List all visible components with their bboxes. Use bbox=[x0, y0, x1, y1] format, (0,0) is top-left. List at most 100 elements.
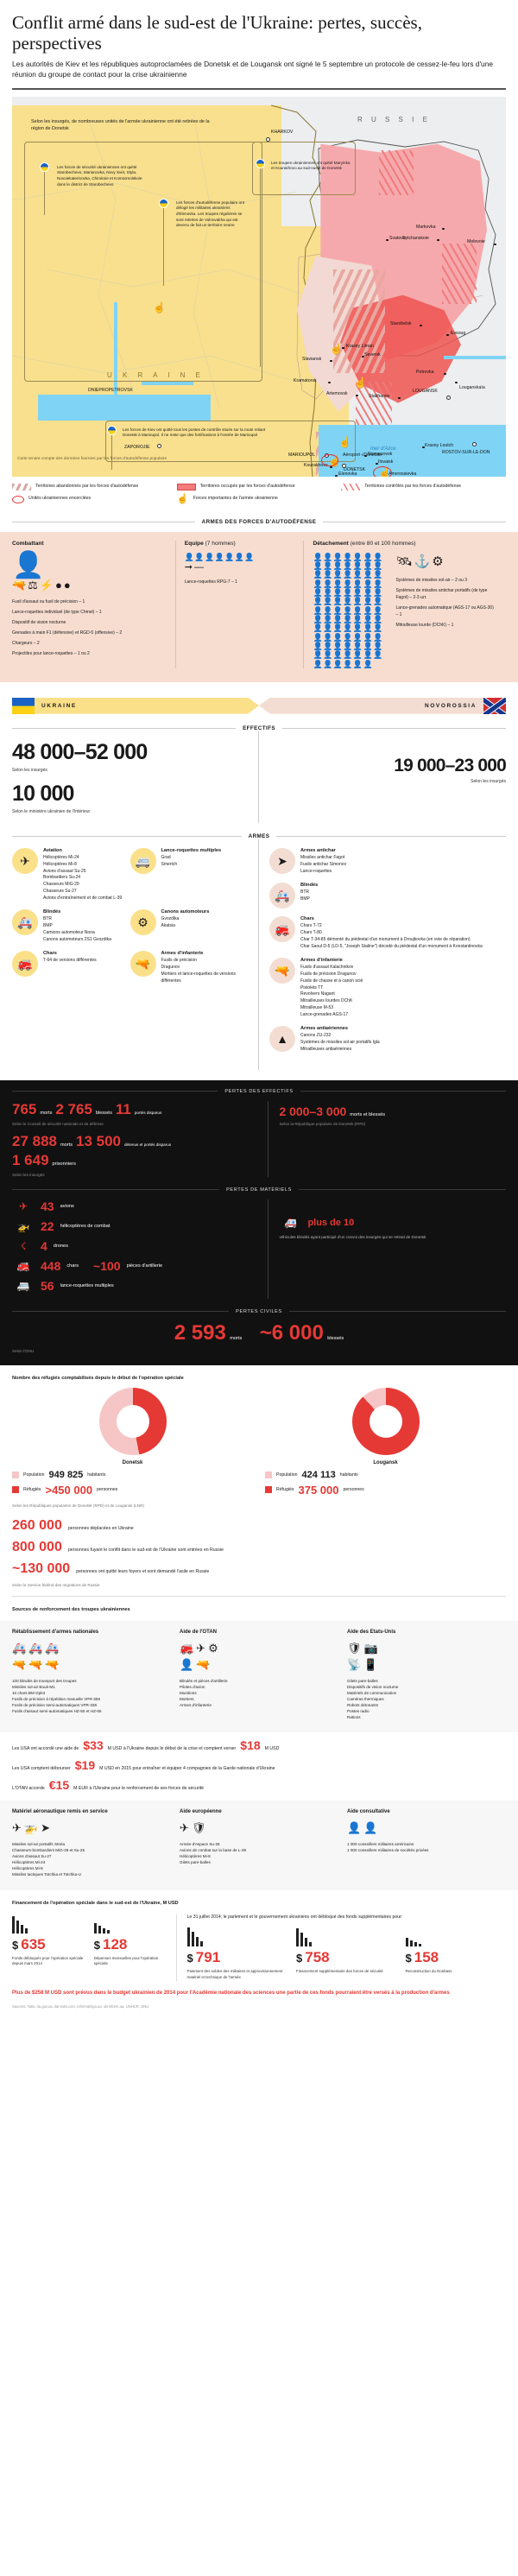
flag-pin-2 bbox=[159, 198, 168, 208]
arms-item: 🔫 Armes d'infanterie Fusils de précision D… bbox=[130, 951, 249, 984]
weapons-col-equipe: Equipe (7 hommes) 👤👤👤👤👤👤👤 ➞— Lance-roque… bbox=[174, 540, 304, 669]
dollar-icon: $ bbox=[405, 1952, 412, 1965]
aid-col-text: 100 blindés de transport des troupes Mis… bbox=[12, 1678, 102, 1714]
bar-chart bbox=[405, 1927, 506, 1947]
finance-cell: $158 Reconstruction du Donbass bbox=[405, 1927, 506, 1980]
red-circle-icon bbox=[12, 495, 24, 503]
drone-icon: ☇ bbox=[20, 1239, 27, 1252]
aid-col-head: Aide européenne bbox=[180, 1809, 222, 1815]
legend-item: ☝ Forces importantes de l'armée ukrainien… bbox=[176, 493, 278, 504]
ua-troops-high: 48 000–52 000 bbox=[12, 740, 148, 765]
page-title: Conflit armé dans le sud-est de l'Ukrain… bbox=[12, 12, 422, 54]
flag-pin-3 bbox=[256, 158, 265, 168]
aid-advisory: Aide consultative 👤👤 1 000 conseillers m… bbox=[347, 1809, 506, 1877]
tank-icon: 🚒 bbox=[12, 951, 38, 978]
nr-troops: 19 000–23 000 bbox=[394, 756, 507, 776]
ua-personnel-losses: 765 morts 2 765 blessés 11 portés disparus … bbox=[12, 1100, 269, 1177]
losses-section: PERTES DES EFFECTIFS 765 morts 2 765 bless… bbox=[0, 1079, 518, 1365]
map-label-russia: R U S S I E bbox=[357, 115, 431, 123]
aid-col-head: Matériel aéronautique remis en service bbox=[12, 1809, 108, 1815]
material-losses-title: PERTES DE MATÉRIELS bbox=[12, 1187, 506, 1193]
flag-pin-4 bbox=[107, 425, 117, 435]
finance-right: Le 31 juillet 2014, le parlement et le g… bbox=[186, 1915, 506, 1981]
aid-european: Aide européenne ✈🛡 Armée d'espace Su-25 … bbox=[180, 1809, 338, 1877]
arms-item: 🔫 Armes d'infanterie Fusils d'assaut Kalac… bbox=[269, 958, 506, 1018]
ua-arms-grid: ✈ Aviation Hélicoptères Mi-24 Hélicoptères… bbox=[12, 848, 248, 992]
aid-col-head: Aide consultative bbox=[347, 1809, 390, 1815]
effectifs-ukraine: 48 000–52 000 Selon les insurgés 10 000 … bbox=[12, 731, 259, 824]
refugee-stat: 800 000 personnes fuyant le conflit dans … bbox=[12, 1539, 224, 1554]
finance-title: Financement de l'opération spéciale dans… bbox=[12, 1900, 179, 1906]
novorossia-bar: NOVOROSSIA bbox=[259, 697, 483, 714]
map-label-ukraine: U K R A I N E bbox=[107, 370, 205, 379]
soldier-silhouette-icon: 👤 bbox=[12, 550, 45, 579]
legend-refugees: Réfugiés 375 000 personnes bbox=[265, 1484, 506, 1497]
aid-col-text: Armée d'espace Su-25 Avions de combat su… bbox=[180, 1841, 247, 1865]
armor-icon: 🚑 bbox=[12, 909, 38, 936]
effectifs-title: EFFECTIFS bbox=[12, 725, 506, 731]
nr-arms-grid: ➤ Armes antichar Missiles antichar Fagot F… bbox=[269, 848, 506, 1061]
refugees-swatch bbox=[12, 1486, 19, 1494]
refugees-lougansk: Lougansk Population 424 113 habitants Réfu… bbox=[265, 1387, 506, 1500]
dollar-icon: $ bbox=[186, 1952, 193, 1965]
col-head-note: (entre 80 et 100 hommes) bbox=[350, 540, 416, 547]
aid-col-head: Aide des Etats-Unis bbox=[347, 1629, 396, 1635]
aid-section: Rétablissement d'armes nationales 🚑🚑🚑 🔫🔫🔫… bbox=[0, 1620, 518, 1733]
aid-col-text: Gilets pare-balles Dispositifs de vision… bbox=[347, 1678, 399, 1720]
weapons-col-combattant: Combattant 👤 🔫⚖⚡●● Fusil d'assaut ou fus… bbox=[12, 541, 175, 668]
aid-col-text: 1 000 conseillers militaires américains … bbox=[347, 1841, 429, 1852]
material-row: 🚐 56 lance-roquettes multiples bbox=[12, 1279, 259, 1293]
aid-nato: Aide de l'OTAN 🚒✈⚙ 👤🔫 Blindés et pièces d… bbox=[180, 1630, 338, 1721]
ua-prisoners: 1 649 bbox=[12, 1151, 49, 1168]
civil-wounded: ~6 000 bbox=[259, 1320, 324, 1345]
aid-section-2: Matériel aéronautique remis en service ✈… bbox=[0, 1801, 518, 1890]
legend-item: Territoires occupés par les forces d'aut… bbox=[176, 483, 342, 491]
aid-aeronautic: Matériel aéronautique remis en service ✈… bbox=[12, 1809, 171, 1877]
combattant-items: Fusil d'assaut ou fusil de précision – 1… bbox=[12, 598, 123, 656]
aid-usa: Aide des Etats-Unis 🛡📷 📡📱 Gilets pare-bal… bbox=[347, 1630, 506, 1721]
europe-aid-icons: ✈🛡 bbox=[180, 1821, 209, 1835]
weapons-col-detachement: Détachement (entre 80 et 100 hommes) 👤👤👤… bbox=[303, 540, 506, 669]
population-swatch bbox=[265, 1471, 272, 1478]
nato-aid-icons: 🚒✈⚙ 👤🔫 bbox=[180, 1641, 221, 1672]
col-head-note: (7 hommes) bbox=[205, 540, 236, 547]
bar-chart bbox=[186, 1927, 287, 1947]
ukraine-flag-icon bbox=[12, 697, 35, 714]
cannon-icon: ⚙ bbox=[130, 909, 156, 936]
refugees-donetsk: Donetsk Population 949 825 habitants Réfug… bbox=[12, 1387, 253, 1500]
legend-refugees: Réfugiés >450 000 personnes bbox=[12, 1484, 253, 1497]
dollar-icon: $ bbox=[296, 1952, 303, 1965]
nr-casualties: 2 000–3 000 bbox=[279, 1104, 347, 1118]
refugees-section: Nombre des réfugiés comptabilisés depuis… bbox=[0, 1376, 518, 1587]
refugee-stat: 260 000 personnes déplacées en Ukraine bbox=[12, 1517, 134, 1533]
ua-wounded: 2 765 bbox=[55, 1100, 92, 1117]
aid-national: Rétablissement d'armes nationales 🚑🚑🚑 🔫🔫🔫… bbox=[12, 1630, 171, 1721]
civil-source: Selon l'ONU bbox=[12, 1348, 35, 1353]
people-icons-7: 👤👤👤👤👤👤👤 bbox=[184, 552, 255, 561]
legend-item: Territoires abandonnés par les forces d'… bbox=[12, 483, 177, 491]
map-intro-note: Selon les insurgés, de nombreuses unités… bbox=[31, 118, 210, 132]
nr-losses-source: Selon la République populaire de Donetsk… bbox=[279, 1121, 366, 1126]
material-row: ✈ 43 avions bbox=[12, 1199, 259, 1213]
aid-col-head: Rétablissement d'armes nationales bbox=[12, 1629, 99, 1635]
ukraine-bar: UKRAINE bbox=[35, 698, 259, 714]
helicopter-icon: 🚁 bbox=[16, 1219, 30, 1232]
material-row: 🚁 22 hélicoptères de combat bbox=[12, 1219, 259, 1233]
legend-population: Population 424 113 habitants bbox=[265, 1470, 506, 1480]
arms-item: 🚒 Chars Chars T-72 Chars T-80 Char T-34-85… bbox=[269, 916, 506, 950]
weapons-section-title: ARMES DES FORCES D'AUTODÉFENSE bbox=[12, 519, 506, 525]
finance-left: $635 Fonds débloqués pour l'opération sp… bbox=[12, 1914, 177, 1981]
donetsk-donut-chart bbox=[98, 1387, 167, 1455]
vs-banner: UKRAINE NOVOROSSIA bbox=[12, 696, 506, 715]
solid-red-swatch bbox=[176, 483, 196, 491]
legend-item: Territoires contrôlés par les forces d'a… bbox=[341, 483, 506, 491]
plane-icon: ✈ bbox=[12, 848, 38, 875]
money-line: L'OTAN accorde €15 M EUR à l'Ukraine pou… bbox=[12, 1778, 205, 1793]
rocket-launcher-icon: 🚐 bbox=[16, 1279, 30, 1292]
bar-chart bbox=[12, 1915, 85, 1934]
nr-troops-source: Selon les insurgés bbox=[471, 779, 506, 785]
page-subtitle: Les autorités de Kiev et les républiques… bbox=[12, 60, 494, 79]
dollar-icon: $ bbox=[12, 1938, 19, 1952]
material-row: 🚑 plus de 10 bbox=[279, 1217, 506, 1229]
refugees-swatch bbox=[265, 1486, 272, 1494]
